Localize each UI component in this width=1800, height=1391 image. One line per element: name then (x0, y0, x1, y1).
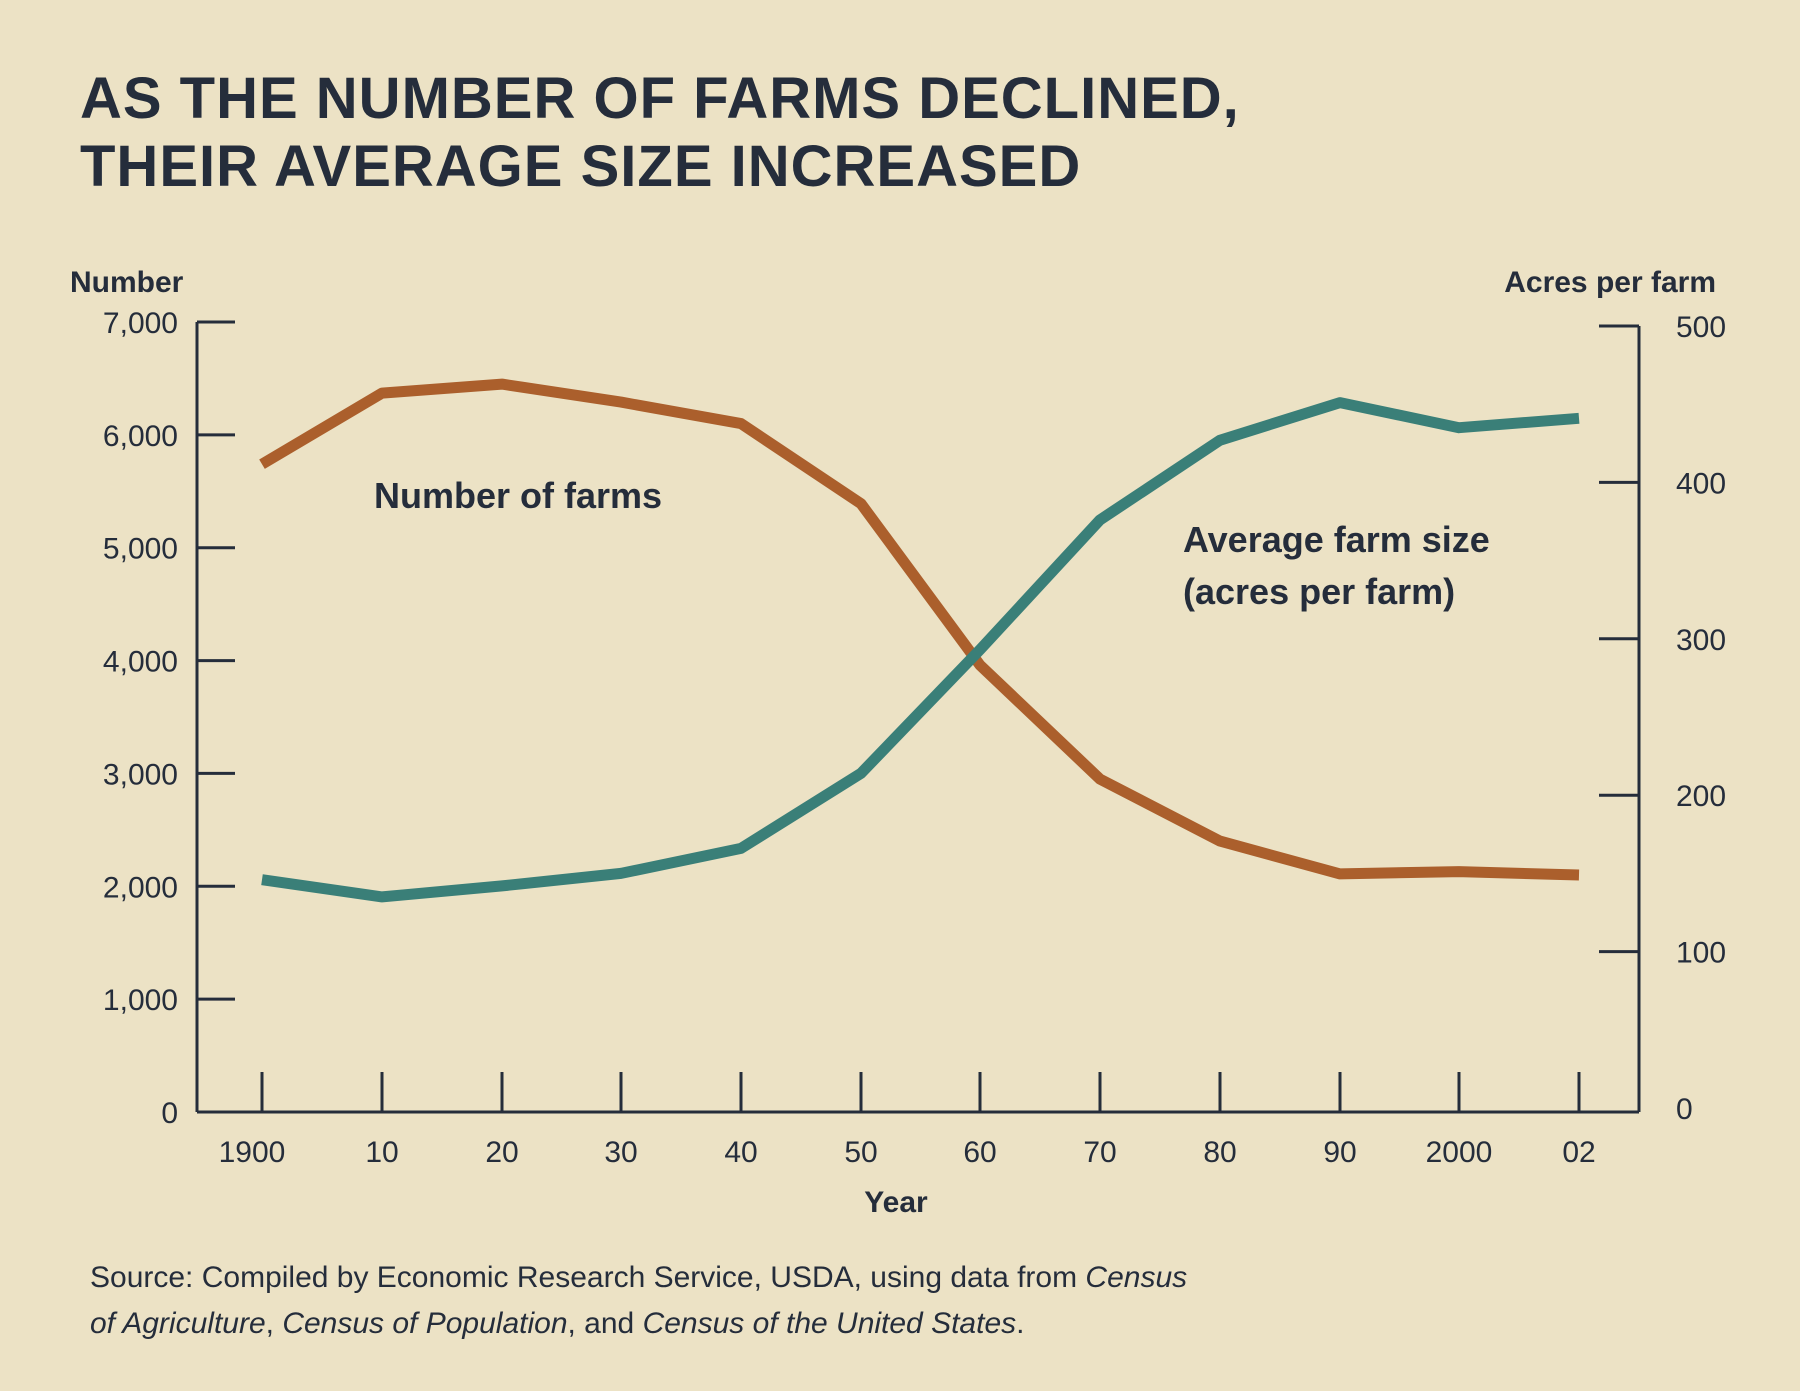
right-y-tick-label: 300 (1676, 624, 1726, 657)
x-tick-label: 80 (1203, 1136, 1236, 1169)
chart-title: AS THE NUMBER OF FARMS DECLINED, THEIR A… (80, 66, 1240, 199)
source-line-2: of Agriculture, Census of Population, an… (90, 1307, 1024, 1340)
x-tick-label: 02 (1562, 1136, 1595, 1169)
source-segment: of Agriculture (90, 1307, 266, 1340)
right-y-tick-label: 100 (1676, 937, 1726, 970)
right-y-tick-label: 500 (1676, 311, 1726, 344)
source-segment: , (266, 1307, 283, 1340)
left-axis-title: Number (70, 266, 184, 299)
series-label-average-farm-size-line-2: (acres per farm) (1183, 571, 1455, 612)
chart-title-line-2: THEIR AVERAGE SIZE INCREASED (80, 134, 1081, 199)
x-tick-label: 2000 (1426, 1136, 1493, 1169)
x-tick-label: 70 (1083, 1136, 1116, 1169)
series-label-number-of-farms: Number of farms (374, 475, 662, 516)
source-segment: Census of Population (282, 1307, 567, 1340)
x-axis-title: Year (864, 1186, 928, 1219)
source-segment: Census of the United States (643, 1307, 1017, 1340)
left-y-tick-label: 3,000 (103, 758, 178, 791)
source-line-1: Source: Compiled by Economic Research Se… (90, 1261, 1187, 1294)
x-tick-label: 10 (365, 1136, 398, 1169)
chart-title-line-1: AS THE NUMBER OF FARMS DECLINED, (80, 66, 1240, 131)
left-y-tick-label: 7,000 (103, 307, 178, 340)
x-tick-label: 1900 (219, 1136, 286, 1169)
source-segment: , and (568, 1307, 643, 1340)
left-y-tick-label: 0 (161, 1097, 178, 1130)
left-y-tick-label: 2,000 (103, 871, 178, 904)
x-tick-label: 30 (604, 1136, 637, 1169)
left-y-tick-label: 6,000 (103, 420, 178, 453)
right-y-tick-label: 0 (1676, 1093, 1693, 1126)
series (259, 378, 1580, 903)
right-y-tick-label: 200 (1676, 780, 1726, 813)
series-label-average-farm-size: Average farm size (acres per farm) (1183, 519, 1500, 612)
left-y-tick-label: 5,000 (103, 533, 178, 566)
series-line-number-of-farms (259, 378, 1580, 881)
right-y-tick-label: 400 (1676, 467, 1726, 500)
x-tick-label: 40 (724, 1136, 757, 1169)
right-axis-title: Acres per farm (1504, 266, 1716, 299)
x-tick-label: 90 (1323, 1136, 1356, 1169)
left-y-tick-label: 1,000 (103, 984, 178, 1017)
left-y-tick-label: 4,000 (103, 646, 178, 679)
source-segment: Census (1085, 1261, 1187, 1294)
x-tick-label: 50 (844, 1136, 877, 1169)
x-tick-label: 60 (963, 1136, 996, 1169)
source-segment: . (1016, 1307, 1024, 1340)
series-line-average-farm-size (261, 397, 1580, 903)
series-label-average-farm-size-line-1: Average farm size (1183, 519, 1490, 560)
x-tick-label: 20 (485, 1136, 518, 1169)
source-segment: Source: Compiled by Economic Research Se… (90, 1261, 1085, 1294)
axes: 01,0002,0003,0004,0005,0006,0007,0000100… (103, 307, 1726, 1169)
